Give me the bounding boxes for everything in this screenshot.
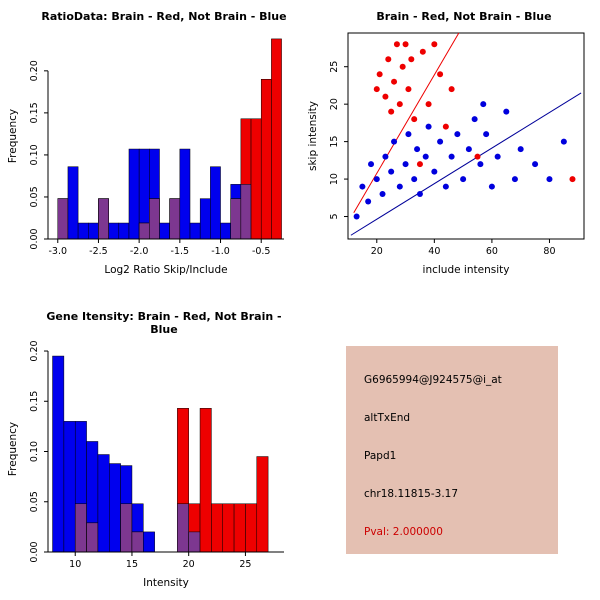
svg-text:Log2 Ratio Skip/Include: Log2 Ratio Skip/Include bbox=[104, 264, 227, 276]
svg-text:-1.5: -1.5 bbox=[171, 246, 190, 257]
probe-id-text: G6965994@J924575@i_at bbox=[364, 374, 502, 386]
gene-histogram-title: Gene Itensity: Brain - Red, Not Brain - … bbox=[46, 310, 282, 336]
svg-text:80: 80 bbox=[543, 246, 555, 257]
svg-text:0.20: 0.20 bbox=[29, 340, 40, 361]
svg-text:0.00: 0.00 bbox=[29, 541, 40, 562]
panel-ratio-histogram: RatioData: Brain - Red, Not Brain - Blue… bbox=[0, 0, 300, 300]
gene-intensity-histogram-plot: 10 15 20 25 0.00 0.05 0.10 0.15 0.20 Intensity Fre… bbox=[7, 340, 284, 589]
svg-text:-2.5: -2.5 bbox=[89, 246, 108, 257]
svg-text:10: 10 bbox=[69, 559, 81, 570]
svg-text:15: 15 bbox=[329, 136, 340, 148]
svg-text:10: 10 bbox=[329, 173, 340, 185]
panel-gene-intensity-histogram: Gene Itensity: Brain - Red, Not Brain - … bbox=[0, 300, 300, 600]
svg-text:25: 25 bbox=[239, 559, 251, 570]
panel-intensity-scatter: Brain - Red, Not Brain - Blue 20 40 60 80 5 1… bbox=[300, 0, 600, 300]
intensity-scatter-plot: 20 40 60 80 5 10 15 20 25 include intensity skip i… bbox=[307, 32, 585, 276]
svg-text:60: 60 bbox=[486, 246, 498, 257]
ratio-histogram-title: RatioData: Brain - Red, Not Brain - Blue bbox=[41, 10, 287, 23]
svg-text:0.05: 0.05 bbox=[29, 186, 40, 207]
gene-info-box: G6965994@J924575@i_at altTxEnd Papd1 chr… bbox=[346, 346, 558, 554]
svg-text:Frequency: Frequency bbox=[7, 109, 19, 163]
svg-text:-1.0: -1.0 bbox=[211, 246, 230, 257]
svg-text:25: 25 bbox=[329, 61, 340, 73]
svg-text:include intensity: include intensity bbox=[423, 264, 510, 276]
svg-text:-3.0: -3.0 bbox=[48, 246, 67, 257]
panel-gene-info: G6965994@J924575@i_at altTxEnd Papd1 chr… bbox=[300, 300, 600, 600]
svg-text:Frequency: Frequency bbox=[7, 422, 19, 476]
gene-name-text: Papd1 bbox=[364, 450, 397, 462]
locus-text: chr18.11815-3.17 bbox=[364, 488, 459, 500]
svg-text:5: 5 bbox=[329, 214, 340, 220]
svg-text:15: 15 bbox=[126, 559, 138, 570]
svg-text:20: 20 bbox=[329, 98, 340, 110]
svg-text:40: 40 bbox=[428, 246, 440, 257]
pval-text: Pval: 2.000000 bbox=[364, 526, 443, 538]
svg-text:0.20: 0.20 bbox=[29, 60, 40, 81]
svg-text:0.10: 0.10 bbox=[29, 144, 40, 165]
svg-text:20: 20 bbox=[371, 246, 383, 257]
svg-text:20: 20 bbox=[183, 559, 195, 570]
svg-text:Intensity: Intensity bbox=[143, 577, 189, 589]
svg-text:0.10: 0.10 bbox=[29, 441, 40, 462]
ratio-histogram-plot: -3.0 -2.5 -2.0 -1.5 -1.0 -0.5 0.00 0.05 0.10 0.15… bbox=[7, 38, 284, 276]
svg-text:skip intensity: skip intensity bbox=[307, 101, 319, 171]
scatter-title: Brain - Red, Not Brain - Blue bbox=[376, 10, 552, 23]
event-type-text: altTxEnd bbox=[364, 412, 411, 424]
svg-text:0.00: 0.00 bbox=[29, 228, 40, 249]
svg-text:0.15: 0.15 bbox=[29, 391, 40, 412]
svg-text:-0.5: -0.5 bbox=[252, 246, 271, 257]
svg-text:-2.0: -2.0 bbox=[130, 246, 149, 257]
svg-text:0.15: 0.15 bbox=[29, 102, 40, 123]
svg-text:0.05: 0.05 bbox=[29, 491, 40, 512]
